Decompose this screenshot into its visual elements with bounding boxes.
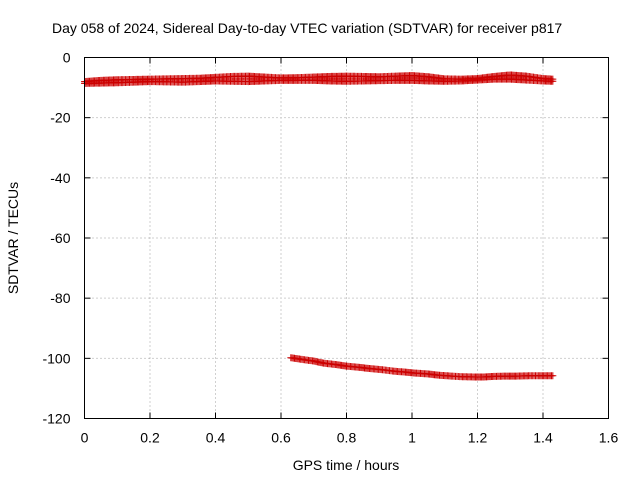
data-points: [81, 71, 557, 381]
y-tick-label: -120: [42, 411, 70, 427]
y-tick-label: -80: [50, 290, 70, 306]
x-axis-label: GPS time / hours: [293, 457, 400, 473]
x-tick-label: 1.4: [533, 430, 553, 446]
x-tick-label: 0.2: [140, 430, 160, 446]
y-tick-label: -40: [50, 170, 70, 186]
x-tick-label: 0.8: [337, 430, 357, 446]
y-tick-label: -100: [42, 350, 70, 366]
data-point-marker: [549, 372, 557, 380]
series-satellite-track-c: [287, 354, 557, 381]
x-tick-label: 1.2: [468, 430, 488, 446]
grid-lines: [84, 57, 609, 419]
x-tick-label: 0.4: [206, 430, 226, 446]
x-tick-label: 1: [408, 430, 416, 446]
data-point-marker: [549, 77, 557, 85]
y-tick-label: -20: [50, 110, 70, 126]
x-tick-label: 1.6: [599, 430, 619, 446]
chart-title: Day 058 of 2024, Sidereal Day-to-day VTE…: [52, 20, 562, 36]
axis-ticks: 0 0.2 0.4 0.6 0.8 1 1.2 1.4 1.6 0 -20 -40 -60 -80 -100…: [42, 50, 618, 446]
x-tick-label: 0.6: [271, 430, 291, 446]
x-tick-label: 0: [81, 430, 89, 446]
y-tick-label: -60: [50, 230, 70, 246]
y-axis-label: SDTVAR / TECUs: [5, 182, 21, 294]
series-satellite-track-b: [81, 75, 557, 87]
y-tick-label: 0: [63, 50, 71, 66]
